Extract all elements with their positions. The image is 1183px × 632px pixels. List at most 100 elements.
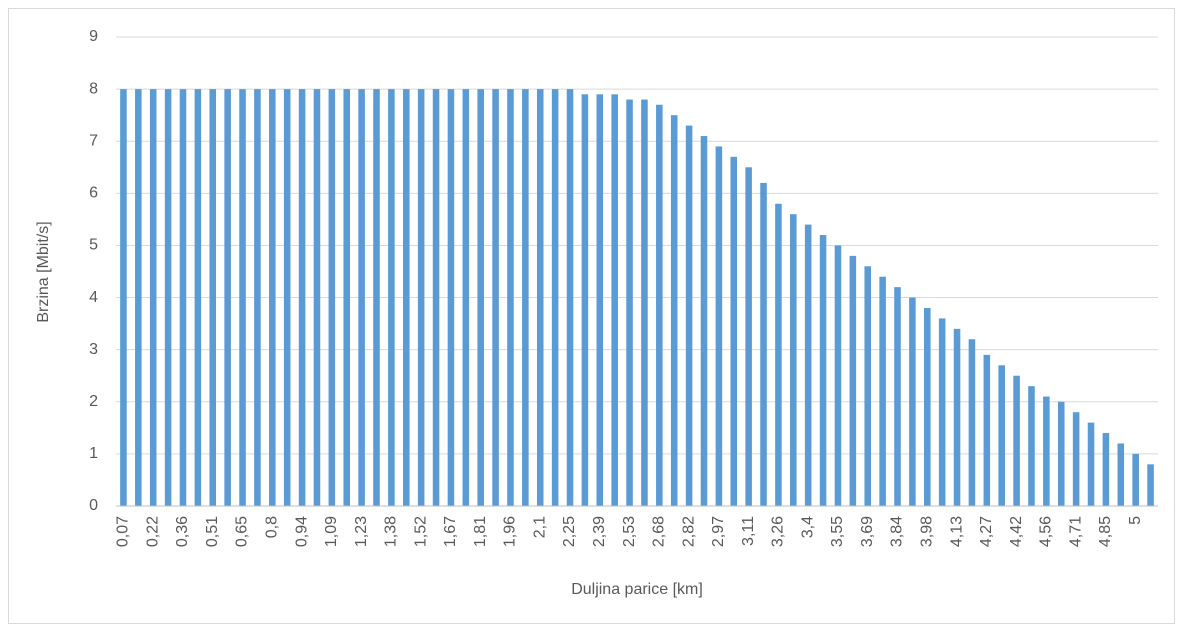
bar [120,89,127,506]
bar [343,89,351,506]
bar [804,224,812,506]
x-tick-label: 2,39 [591,516,608,547]
bar [700,136,708,506]
bar [224,89,231,506]
bar [1028,386,1035,506]
bar [998,365,1005,506]
x-tick-label: 4,85 [1097,516,1114,547]
x-tick-label: 3,84 [889,516,906,547]
bar [983,354,991,506]
y-tick-label: 4 [89,289,98,306]
bar [254,89,261,506]
bar [775,203,782,506]
chart-frame [8,8,1175,624]
bar [641,99,648,507]
bar [968,339,976,506]
bar [1117,443,1125,506]
x-tick-label: 0,8 [264,516,281,538]
x-tick-label: 4,56 [1038,516,1055,547]
bar [1087,422,1095,506]
bar [790,214,797,506]
bar [388,89,395,506]
x-tick-label: 0,22 [144,516,161,547]
x-tick-label: 3,69 [859,516,876,547]
x-tick-label: 5 [1127,516,1144,525]
bar [849,255,857,506]
bar [909,297,916,506]
bar [477,89,484,506]
x-tick-label: 1,38 [383,516,400,547]
bar [953,328,961,506]
bar [685,125,693,506]
y-tick-label: 0 [89,497,98,514]
bar [194,89,202,506]
bar [313,89,321,506]
bar [179,89,187,506]
x-tick-label: 2,97 [710,516,727,547]
y-tick-label: 6 [89,185,98,202]
bar [447,89,455,506]
bar [402,89,410,506]
bar [745,167,752,506]
bar [358,89,365,506]
bar [581,94,589,507]
x-tick-label: 1,09 [323,516,340,547]
y-tick-label: 7 [89,132,98,149]
bar [760,182,767,506]
x-tick-label: 4,13 [948,516,965,547]
y-tick-label: 9 [89,28,98,45]
bar [1013,375,1020,506]
bar [819,235,827,506]
bar [417,89,425,506]
bar [894,287,901,506]
bar [864,266,872,506]
x-tick-label: 1,52 [412,516,429,547]
x-tick-label: 2,53 [621,516,638,547]
bar [596,94,604,507]
x-tick-label: 1,81 [472,516,489,547]
bar [670,115,678,507]
bar [626,99,633,507]
x-tick-label: 1,23 [353,516,370,547]
x-tick-label: 3,26 [770,516,787,547]
bar [656,104,663,506]
bar [239,89,246,506]
x-tick-label: 0,94 [293,516,310,547]
bar [507,89,514,506]
bar [328,89,336,506]
x-tick-label: 0,51 [204,516,221,547]
x-tick-label: 3,98 [918,516,935,547]
y-tick-label: 5 [89,237,98,254]
bar [1102,433,1110,506]
x-tick-label: 3,4 [799,516,816,538]
bar [1132,453,1139,506]
x-tick-label: 4,71 [1067,516,1084,547]
bar [1057,401,1065,506]
x-tick-label: 4,27 [978,516,995,547]
y-tick-label: 1 [89,445,98,462]
x-tick-label: 1,67 [442,516,459,547]
bar [432,89,440,506]
x-tick-label: 2,25 [561,516,578,547]
x-tick-label: 3,55 [829,516,846,547]
x-tick-label: 3,11 [740,516,757,546]
y-axis-title: Brzina [Mbit/s] [35,221,52,322]
x-tick-label: 0,07 [115,516,132,547]
bar [283,89,291,506]
bar [834,245,842,506]
bar [209,89,217,506]
y-tick-label: 3 [89,341,98,358]
bar [269,89,276,506]
x-tick-label: 2,68 [651,516,668,547]
bar [135,89,142,506]
x-tick-label: 1,96 [502,516,519,547]
bar [611,94,618,507]
x-axis-title: Duljina parice [km] [571,581,703,598]
y-tick-label: 8 [89,80,98,97]
bar [536,89,544,506]
bar [923,307,931,506]
bar [1072,412,1080,506]
bar [149,89,157,506]
bar [492,89,499,506]
bar [462,89,470,506]
